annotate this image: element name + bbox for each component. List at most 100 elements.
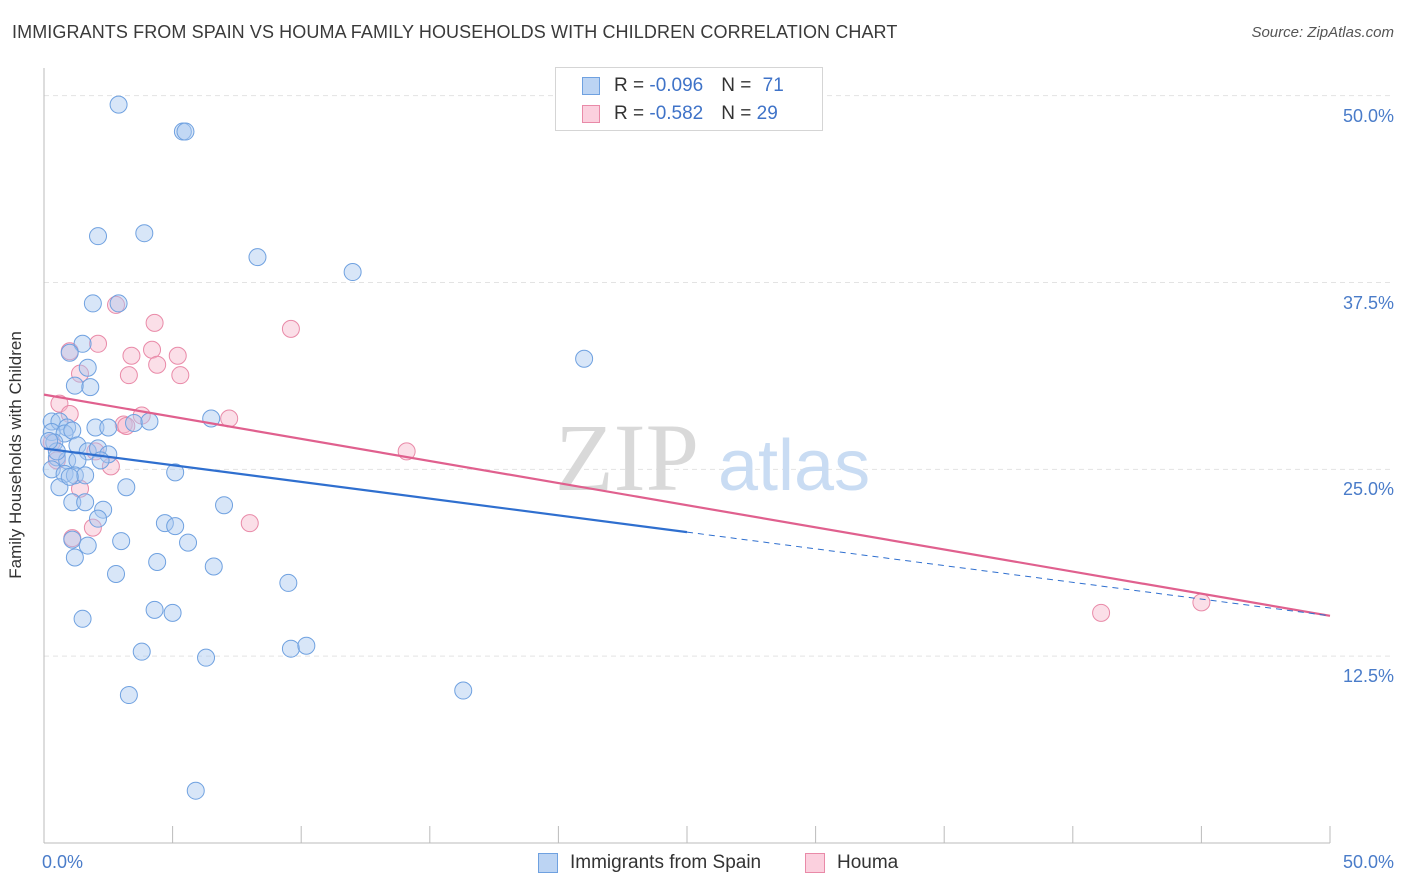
spain-point [76,493,95,512]
spain-point [166,517,185,536]
spain-point [454,681,473,700]
legend-r-label: R = [614,75,650,96]
houma-point [148,355,167,374]
spain-point [81,378,100,397]
chart-title: IMMIGRANTS FROM SPAIN VS HOUMA FAMILY HO… [12,22,898,42]
spain-point [197,648,216,667]
spain-point [135,224,154,243]
legend-item-spain[interactable]: Immigrants from Spain [538,852,761,874]
legend-swatch-houma [805,853,825,873]
spain-point [204,557,223,576]
y-tick-label: 50.0% [1342,105,1394,126]
spain-point [166,463,185,482]
spain-point [63,530,82,549]
spain-point [279,573,298,592]
spain-point [47,448,66,467]
spain-point [40,431,59,450]
x-tick-label: 50.0% [1342,852,1394,872]
spain-point [86,418,105,437]
houma-point [281,319,300,338]
legend-swatch-houma [582,105,600,123]
spain-point [163,603,182,622]
spain-point [140,412,159,431]
spain-point [186,781,205,800]
spain-point [78,358,97,377]
axes [43,68,1331,844]
y-tick-label: 12.5% [1342,666,1394,687]
spain-point [109,95,128,114]
spain-point [119,686,138,705]
legend-n-value: 29 [756,103,778,124]
spain-point [575,349,594,368]
legend-r-label: R = [614,103,650,124]
spain-trend-line [43,447,688,534]
spain-point [117,478,136,497]
spain-point [99,418,118,437]
spain-point [132,642,151,661]
houma-point [89,334,108,353]
gridlines [44,95,1392,657]
spain-point [297,636,316,655]
spain-point [63,493,82,512]
spain-point [125,414,144,433]
houma-point [1192,593,1211,612]
houma-point [240,514,259,533]
stats-legend: R = -0.096 N = 71 R = -0.582 N = 29 [555,67,823,131]
spain-point [215,496,234,515]
spain-point [76,466,95,485]
spain-point [112,532,131,551]
houma-point [143,340,162,359]
spain-point [78,536,97,555]
spain-point [145,600,164,619]
spain-point [343,263,362,282]
spain-point [73,609,92,628]
legend-n-value: 71 [762,75,784,96]
x-tick-label: 0.0% [42,852,84,872]
spain-point [83,294,102,313]
legend-label-houma: Houma [837,852,899,873]
legend-row-houma: R = -0.582 N = 29 [582,103,778,125]
spain-point [42,412,61,431]
y-axis-label: Family Households with Children [6,331,25,579]
watermark-zip: ZIP [555,404,699,511]
spain-point [89,439,108,458]
spain-point [179,533,198,552]
spain-point [89,509,108,528]
houma-point [145,313,164,332]
legend-r-value: -0.096 [649,75,704,96]
spain-point [107,564,126,583]
spain-point [73,334,92,353]
legend-label-spain: Immigrants from Spain [570,852,762,873]
trend-lines [43,393,1331,617]
spain-point [281,639,300,658]
houma-point [1092,603,1111,622]
spain-point [89,227,108,246]
spain-point [148,553,167,572]
spain-point [176,122,195,141]
legend-row-spain: R = -0.096 N = 71 [582,75,784,97]
spain-point [60,467,79,486]
legend-swatch-spain [538,853,558,873]
spain-point [94,500,113,519]
houma-point [83,518,102,537]
y-tick-label: 37.5% [1342,292,1394,313]
houma-point [168,346,187,365]
y-tick-label: 25.0% [1342,479,1394,500]
spain-point [65,376,84,395]
spain-trend-extension [686,531,1331,617]
spain-point [248,248,267,267]
legend-item-houma[interactable]: Houma [805,852,898,874]
houma-point [122,346,141,365]
legend-swatch-spain [582,77,600,95]
legend-n-label: N = [721,75,757,96]
watermark-atlas: atlas [718,426,870,506]
spain-point [60,343,79,362]
houma-point [119,366,138,385]
spain-point [68,436,87,455]
series-legend: Immigrants from Spain Houma [0,852,1406,878]
source-label: Source: ZipAtlas.com [1251,24,1394,41]
houma-trend-line [43,393,1331,617]
legend-n-label: N = [721,103,757,124]
spain-point [65,548,84,567]
